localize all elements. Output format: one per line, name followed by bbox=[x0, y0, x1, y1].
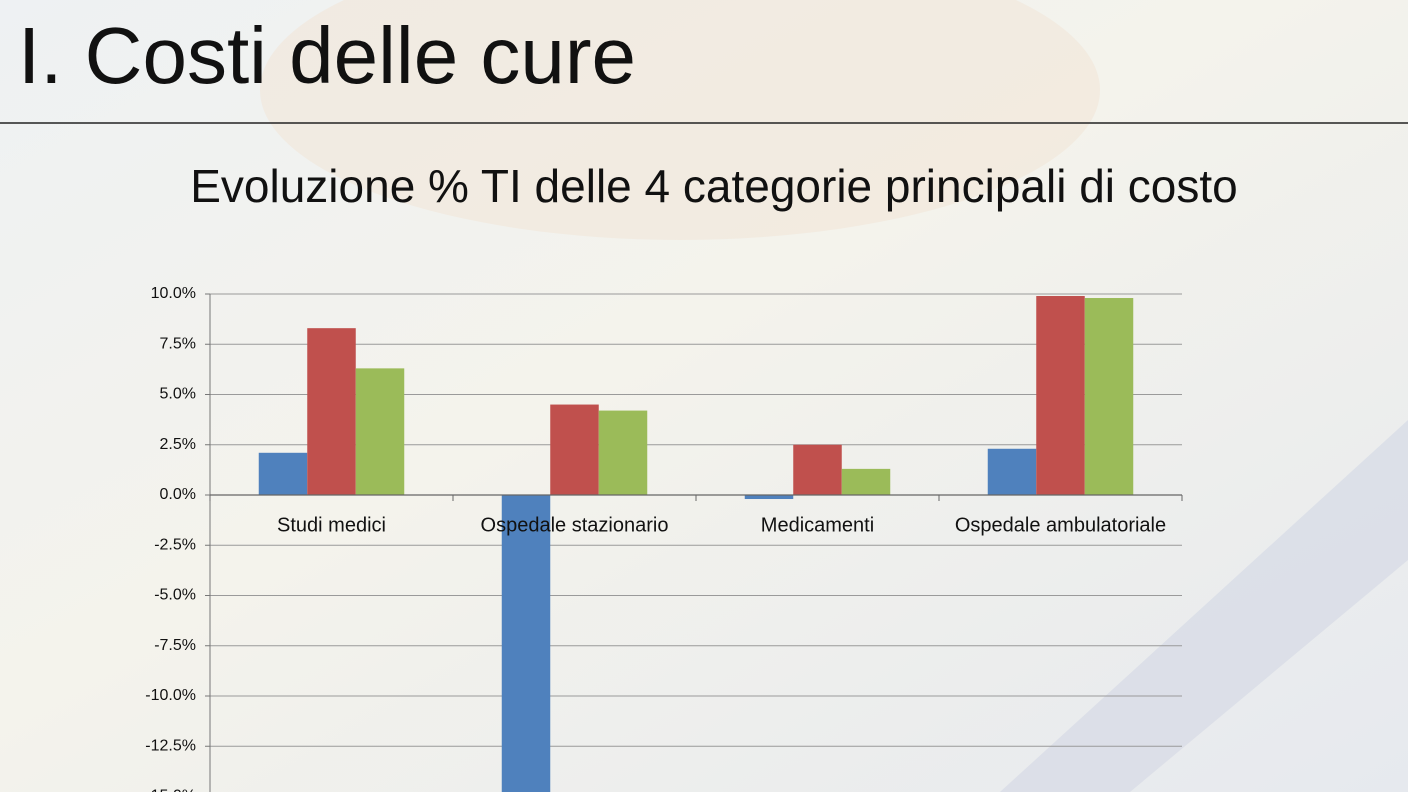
bar bbox=[307, 328, 356, 495]
slide-title: I. Costi delle cure bbox=[18, 11, 636, 100]
x-tick-label: Studi medici bbox=[277, 514, 386, 536]
background-stethoscope bbox=[1000, 420, 1408, 792]
y-tick-label: -10.0% bbox=[145, 687, 196, 704]
y-tick-label: 5.0% bbox=[160, 386, 196, 403]
bar bbox=[841, 468, 891, 495]
bar bbox=[501, 495, 551, 792]
bar bbox=[793, 444, 842, 495]
bar bbox=[987, 448, 1037, 495]
y-tick-label: -5.0% bbox=[154, 587, 196, 604]
y-tick-label: -12.5% bbox=[145, 737, 196, 754]
y-tick-label: 2.5% bbox=[160, 436, 196, 453]
y-tick-label: -15.0% bbox=[145, 788, 196, 792]
background-pills bbox=[260, 0, 1100, 240]
y-tick-label: -7.5% bbox=[154, 637, 196, 654]
y-tick-label: 7.5% bbox=[160, 335, 196, 352]
bar bbox=[598, 410, 648, 495]
bar bbox=[258, 452, 308, 495]
chart-title: Evoluzione % TI delle 4 categorie princi… bbox=[190, 160, 1238, 212]
x-tick-label: Ospedale ambulatoriale bbox=[955, 514, 1166, 536]
bar bbox=[744, 495, 794, 500]
bar bbox=[1036, 296, 1085, 495]
bar bbox=[355, 368, 405, 495]
x-tick-label: Medicamenti bbox=[761, 514, 874, 536]
y-tick-label: 0.0% bbox=[160, 486, 196, 503]
y-tick-label: -2.5% bbox=[154, 536, 196, 553]
x-tick-label: Ospedale stazionario bbox=[481, 514, 669, 536]
bar bbox=[1084, 298, 1134, 495]
bar bbox=[550, 404, 599, 495]
y-tick-label: 10.0% bbox=[151, 285, 196, 302]
